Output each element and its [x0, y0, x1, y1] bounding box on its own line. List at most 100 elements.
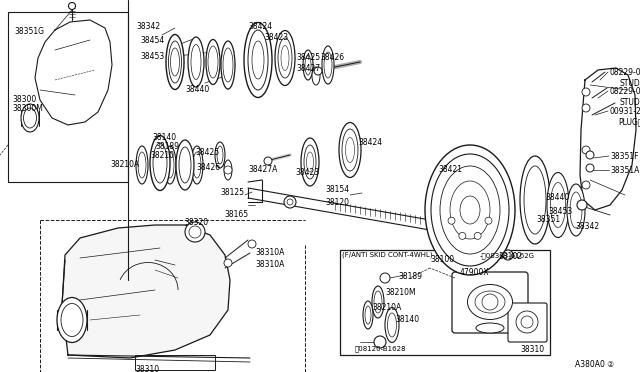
Text: 38426: 38426 — [320, 53, 344, 62]
Ellipse shape — [450, 181, 490, 239]
Ellipse shape — [281, 45, 289, 71]
Circle shape — [284, 196, 296, 208]
Ellipse shape — [252, 41, 264, 79]
Ellipse shape — [431, 154, 509, 266]
Text: 38210: 38210 — [150, 151, 174, 160]
Ellipse shape — [440, 166, 500, 254]
Ellipse shape — [188, 37, 204, 87]
Circle shape — [586, 151, 594, 159]
Ellipse shape — [387, 313, 397, 337]
Text: 38189: 38189 — [398, 272, 422, 281]
Ellipse shape — [520, 156, 550, 244]
Ellipse shape — [385, 308, 399, 343]
Ellipse shape — [248, 30, 268, 90]
Text: 38425: 38425 — [296, 53, 320, 62]
Ellipse shape — [524, 166, 546, 234]
Ellipse shape — [374, 291, 382, 313]
Ellipse shape — [224, 160, 232, 180]
Circle shape — [287, 199, 293, 205]
Text: 38424: 38424 — [358, 138, 382, 147]
Ellipse shape — [547, 173, 569, 237]
Bar — [8, 12, 128, 182]
Ellipse shape — [550, 183, 566, 228]
Text: 38453: 38453 — [548, 207, 572, 216]
Text: 38351F: 38351F — [610, 152, 639, 161]
Ellipse shape — [193, 152, 201, 178]
Circle shape — [582, 88, 590, 96]
Text: 38140: 38140 — [152, 133, 176, 142]
Text: 38210A: 38210A — [110, 160, 140, 169]
Ellipse shape — [467, 285, 513, 320]
Ellipse shape — [346, 138, 355, 163]
Ellipse shape — [223, 48, 233, 82]
Text: (F/ANTI SKID CONT-4WHL): (F/ANTI SKID CONT-4WHL) — [342, 252, 433, 259]
Text: 38454: 38454 — [140, 36, 164, 45]
Text: 00931-2121A: 00931-2121A — [610, 107, 640, 116]
Text: 38351: 38351 — [536, 215, 560, 224]
Text: ⒲08120-B1628: ⒲08120-B1628 — [355, 345, 406, 352]
Circle shape — [459, 232, 466, 239]
Text: 38440: 38440 — [185, 85, 209, 94]
Text: 38125: 38125 — [220, 188, 244, 197]
Circle shape — [503, 250, 513, 260]
Circle shape — [482, 294, 498, 310]
Text: 38342: 38342 — [136, 22, 160, 31]
Ellipse shape — [179, 147, 191, 183]
Circle shape — [448, 217, 455, 224]
Ellipse shape — [24, 108, 36, 128]
Bar — [135, 355, 215, 370]
Ellipse shape — [278, 38, 292, 78]
Circle shape — [586, 164, 594, 172]
Text: 38351A: 38351A — [610, 166, 639, 175]
Text: 38421: 38421 — [438, 165, 462, 174]
Text: 38310: 38310 — [520, 345, 544, 354]
Text: 38310: 38310 — [135, 365, 159, 372]
Text: 38310A: 38310A — [255, 248, 284, 257]
Circle shape — [374, 336, 386, 348]
Circle shape — [224, 259, 232, 267]
Ellipse shape — [301, 138, 319, 186]
Ellipse shape — [153, 143, 167, 183]
Ellipse shape — [215, 142, 225, 168]
Ellipse shape — [61, 304, 83, 337]
Ellipse shape — [244, 22, 272, 97]
Ellipse shape — [138, 152, 146, 178]
Text: 38210A: 38210A — [372, 303, 401, 312]
Ellipse shape — [150, 135, 170, 190]
Text: 38210M: 38210M — [385, 288, 415, 297]
FancyBboxPatch shape — [452, 272, 528, 333]
Ellipse shape — [217, 146, 223, 164]
Ellipse shape — [303, 50, 313, 80]
Text: 38440: 38440 — [545, 193, 569, 202]
Ellipse shape — [365, 306, 371, 324]
Ellipse shape — [164, 146, 176, 184]
Text: A380A0 ②: A380A0 ② — [575, 360, 614, 369]
Text: 38300M: 38300M — [12, 104, 43, 113]
Text: 38154: 38154 — [325, 185, 349, 194]
Ellipse shape — [324, 52, 332, 78]
Ellipse shape — [166, 152, 174, 178]
Text: 38424: 38424 — [248, 22, 272, 31]
Ellipse shape — [176, 140, 194, 190]
Text: 08229-01610: 08229-01610 — [610, 68, 640, 77]
Ellipse shape — [21, 104, 39, 132]
Text: 38427A: 38427A — [248, 165, 277, 174]
Text: 38165: 38165 — [224, 210, 248, 219]
Text: 38100: 38100 — [430, 255, 454, 264]
Ellipse shape — [516, 311, 538, 333]
Text: 38342: 38342 — [575, 222, 599, 231]
Ellipse shape — [460, 196, 480, 224]
Ellipse shape — [136, 146, 148, 184]
Ellipse shape — [312, 67, 320, 85]
Ellipse shape — [177, 146, 189, 184]
Text: 47900X: 47900X — [460, 268, 490, 277]
Text: 38189: 38189 — [155, 142, 179, 151]
Text: PLUGプラグ: PLUGプラグ — [618, 117, 640, 126]
Ellipse shape — [179, 152, 187, 178]
Circle shape — [314, 67, 322, 75]
Circle shape — [474, 232, 481, 239]
Ellipse shape — [363, 301, 373, 329]
Ellipse shape — [339, 122, 361, 177]
Circle shape — [68, 3, 76, 10]
Ellipse shape — [57, 298, 87, 343]
